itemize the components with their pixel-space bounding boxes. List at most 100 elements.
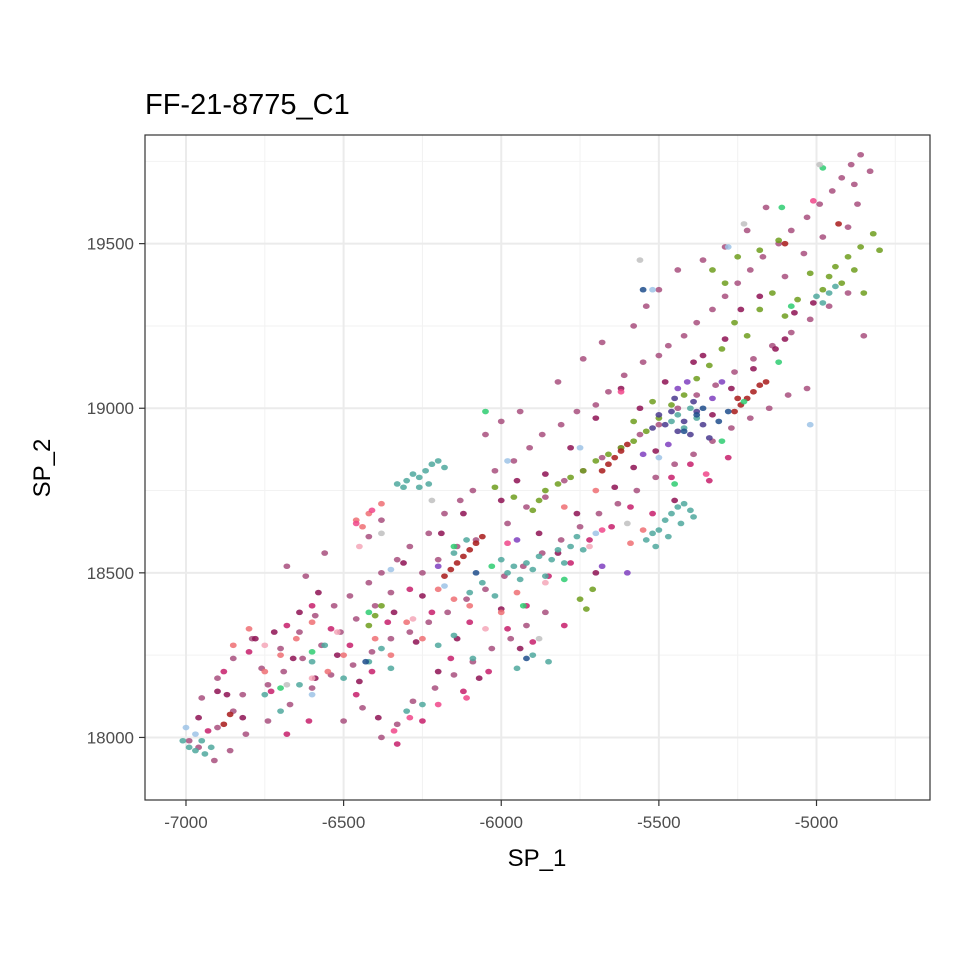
- data-point: [592, 402, 600, 408]
- data-point: [743, 227, 751, 234]
- data-point: [668, 408, 675, 415]
- y-axis-title: SP_2: [29, 439, 56, 498]
- data-point: [305, 718, 313, 724]
- point-series: [434, 379, 726, 576]
- data-point: [734, 395, 742, 402]
- data-point: [333, 629, 341, 635]
- data-point: [548, 556, 556, 563]
- data-point: [576, 523, 584, 530]
- data-point: [740, 398, 748, 405]
- y-tick-label: 19500: [87, 235, 134, 254]
- data-point: [809, 300, 817, 306]
- data-point: [718, 346, 726, 352]
- data-point: [277, 645, 284, 652]
- data-point: [519, 602, 527, 609]
- data-point: [239, 691, 247, 698]
- data-point: [510, 563, 518, 570]
- data-point: [516, 576, 524, 583]
- data-point: [308, 675, 316, 681]
- data-point: [513, 665, 521, 672]
- data-point: [226, 747, 234, 754]
- data-point: [541, 471, 549, 477]
- data-point: [592, 487, 600, 494]
- data-point: [513, 589, 521, 596]
- data-point: [491, 484, 499, 491]
- data-point: [447, 566, 455, 573]
- data-point: [541, 579, 549, 586]
- data-point: [428, 497, 436, 504]
- data-point: [406, 714, 414, 721]
- point-series: [365, 230, 883, 629]
- data-point: [557, 421, 565, 428]
- data-point: [261, 668, 269, 675]
- data-point: [661, 421, 669, 428]
- data-point: [346, 642, 354, 649]
- data-point: [576, 444, 584, 451]
- data-point: [277, 685, 284, 691]
- data-point: [425, 530, 433, 537]
- data-point: [605, 388, 612, 395]
- data-point: [245, 649, 253, 655]
- data-point: [661, 517, 669, 523]
- data-point: [466, 589, 474, 596]
- data-point: [592, 458, 600, 464]
- data-point: [523, 622, 530, 629]
- data-point: [800, 250, 808, 257]
- data-point: [406, 629, 414, 635]
- data-point: [690, 359, 697, 365]
- data-point: [772, 346, 779, 352]
- data-point: [302, 573, 310, 579]
- data-point: [198, 695, 206, 701]
- data-point: [579, 467, 587, 474]
- data-point: [491, 593, 499, 599]
- data-point: [674, 405, 682, 412]
- data-point: [441, 510, 448, 517]
- point-series: [649, 395, 713, 441]
- data-point: [614, 500, 622, 507]
- y-tick-label: 18000: [87, 728, 134, 747]
- data-point: [721, 293, 729, 300]
- data-point: [674, 504, 682, 510]
- data-point: [444, 609, 452, 616]
- data-point: [390, 728, 398, 734]
- data-point: [819, 234, 827, 240]
- data-point: [412, 639, 420, 645]
- data-point: [806, 421, 814, 428]
- data-point: [529, 639, 537, 645]
- data-point: [803, 214, 811, 221]
- data-point: [434, 642, 442, 649]
- data-point: [693, 319, 701, 326]
- data-point: [406, 586, 414, 593]
- data-point: [734, 280, 742, 286]
- data-point: [220, 668, 228, 675]
- data-point: [466, 602, 474, 609]
- data-point: [441, 583, 448, 589]
- data-point: [642, 303, 650, 309]
- data-point: [267, 688, 275, 695]
- data-point: [576, 596, 584, 602]
- data-point: [523, 655, 530, 662]
- data-point: [671, 497, 679, 504]
- data-point: [605, 461, 612, 468]
- data-point: [374, 714, 382, 721]
- data-point: [365, 533, 373, 540]
- data-point: [340, 718, 348, 724]
- data-point: [482, 586, 489, 593]
- data-point: [466, 619, 474, 626]
- data-point: [620, 372, 628, 379]
- data-point: [434, 586, 442, 593]
- data-point: [450, 672, 458, 678]
- data-point: [460, 553, 467, 560]
- data-point: [545, 658, 552, 665]
- data-point: [759, 254, 767, 260]
- data-point: [365, 609, 373, 616]
- y-tick-label: 18500: [87, 564, 134, 583]
- data-point: [709, 306, 716, 313]
- data-point: [756, 293, 764, 300]
- data-point: [639, 359, 647, 365]
- data-point: [393, 741, 401, 747]
- data-point: [655, 527, 663, 533]
- data-point: [680, 392, 688, 398]
- data-point: [441, 464, 448, 471]
- data-point: [541, 609, 549, 616]
